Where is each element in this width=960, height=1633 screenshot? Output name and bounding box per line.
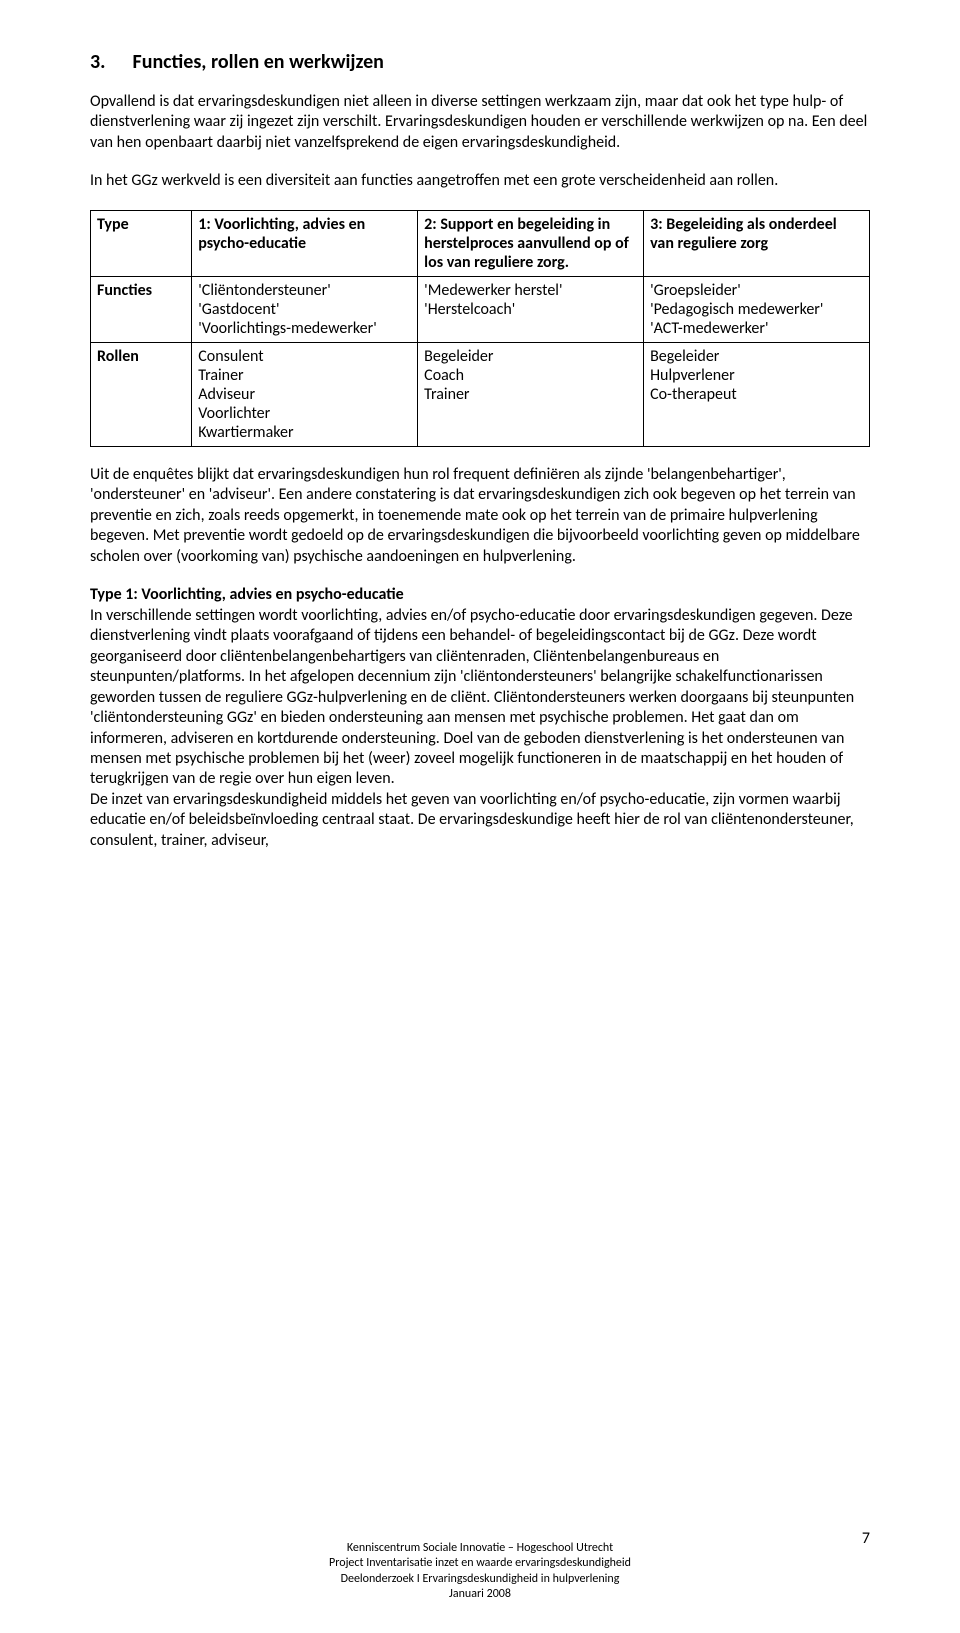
paragraph-3: Uit de enquêtes blijkt dat ervaringsdesk… [90, 465, 870, 567]
table-row: Type 1: Voorlichting, advies en psycho-e… [91, 210, 870, 276]
table-header-col2: 2: Support en begeleiding in herstelproc… [418, 210, 644, 276]
sub-heading-type1: Type 1: Voorlichting, advies en psycho-e… [90, 585, 404, 604]
document-page: 3. Functies, rollen en werkwijzen Opvall… [0, 0, 960, 1633]
footer-line-4: Januari 2008 [0, 1587, 960, 1603]
paragraph-4: In verschillende settingen wordt voorlic… [90, 606, 854, 789]
table-cell: Begeleider Coach Trainer [418, 342, 644, 446]
table-cell: 'Cliëntondersteuner' 'Gastdocent' 'Voorl… [192, 276, 418, 342]
paragraph-2: In het GGz werkveld is een diversiteit a… [90, 171, 870, 191]
table-row: Rollen Consulent Trainer Adviseur Voorli… [91, 342, 870, 446]
paragraph-5: De inzet van ervaringsdeskundigheid midd… [90, 790, 870, 851]
section-title: Functies, rollen en werkwijzen [133, 50, 384, 74]
table-header-type: Type [91, 210, 192, 276]
footer-line-1: Kenniscentrum Sociale Innovatie – Hogesc… [0, 1541, 960, 1557]
table-cell: 'Groepsleider' 'Pedagogisch medewerker' … [644, 276, 870, 342]
footer-line-2: Project Inventarisatie inzet en waarde e… [0, 1556, 960, 1572]
table-cell: Consulent Trainer Adviseur Voorlichter K… [192, 342, 418, 446]
paragraph-1: Opvallend is dat ervaringsdeskundigen ni… [90, 92, 870, 153]
functions-table: Type 1: Voorlichting, advies en psycho-e… [90, 210, 870, 447]
section-heading: 3. Functies, rollen en werkwijzen [90, 50, 870, 74]
table-header-col1: 1: Voorlichting, advies en psycho-educat… [192, 210, 418, 276]
table-rowlabel-rollen: Rollen [91, 342, 192, 446]
table-cell: Begeleider Hulpverlener Co-therapeut [644, 342, 870, 446]
table-rowlabel-functies: Functies [91, 276, 192, 342]
table-row: Functies 'Cliëntondersteuner' 'Gastdocen… [91, 276, 870, 342]
table-cell: 'Medewerker herstel' 'Herstelcoach' [418, 276, 644, 342]
table-header-col3: 3: Begeleiding als onderdeel van regulie… [644, 210, 870, 276]
type1-block: Type 1: Voorlichting, advies en psycho-e… [90, 585, 870, 790]
footer-line-3: Deelonderzoek I Ervaringsdeskundigheid i… [0, 1572, 960, 1588]
page-footer: Kenniscentrum Sociale Innovatie – Hogesc… [0, 1541, 960, 1603]
section-number: 3. [90, 50, 128, 74]
